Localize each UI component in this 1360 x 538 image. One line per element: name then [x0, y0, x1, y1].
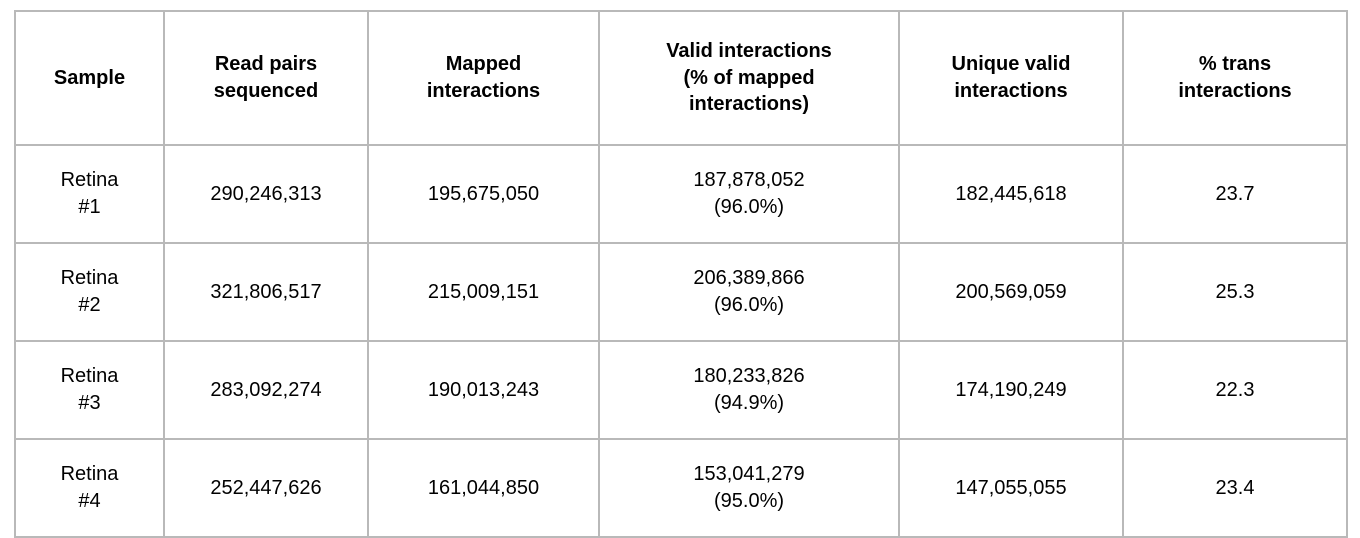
cell-sample: Retina #4 — [14, 438, 165, 538]
cell-pct-trans-interactions: 23.4 — [1122, 438, 1348, 538]
header-cell-sample: Sample — [14, 10, 165, 146]
cell-sample: Retina #3 — [14, 340, 165, 440]
cell-pct-trans-interactions: 22.3 — [1122, 340, 1348, 440]
cell-unique-valid-interactions: 200,569,059 — [898, 242, 1124, 342]
table-row-retina-4: Retina #4 252,447,626 161,044,850 153,04… — [14, 438, 1348, 538]
header-cell-valid-interactions: Valid interactions (% of mapped interact… — [598, 10, 900, 146]
table-header-row: Sample Read pairs sequenced Mapped inter… — [14, 10, 1348, 146]
cell-read-pairs-sequenced: 252,447,626 — [163, 438, 369, 538]
table-row-retina-1: Retina #1 290,246,313 195,675,050 187,87… — [14, 144, 1348, 244]
cell-read-pairs-sequenced: 283,092,274 — [163, 340, 369, 440]
cell-unique-valid-interactions: 147,055,055 — [898, 438, 1124, 538]
header-cell-unique-valid-interactions: Unique valid interactions — [898, 10, 1124, 146]
header-cell-pct-trans-interactions: % trans interactions — [1122, 10, 1348, 146]
cell-valid-interactions: 187,878,052 (96.0%) — [598, 144, 900, 244]
cell-read-pairs-sequenced: 321,806,517 — [163, 242, 369, 342]
table-row-retina-2: Retina #2 321,806,517 215,009,151 206,38… — [14, 242, 1348, 342]
cell-valid-interactions: 206,389,866 (96.0%) — [598, 242, 900, 342]
cell-unique-valid-interactions: 174,190,249 — [898, 340, 1124, 440]
cell-read-pairs-sequenced: 290,246,313 — [163, 144, 369, 244]
cell-pct-trans-interactions: 23.7 — [1122, 144, 1348, 244]
cell-unique-valid-interactions: 182,445,618 — [898, 144, 1124, 244]
header-cell-read-pairs-sequenced: Read pairs sequenced — [163, 10, 369, 146]
cell-pct-trans-interactions: 25.3 — [1122, 242, 1348, 342]
cell-sample: Retina #2 — [14, 242, 165, 342]
cell-valid-interactions: 180,233,826 (94.9%) — [598, 340, 900, 440]
cell-sample: Retina #1 — [14, 144, 165, 244]
table-row-retina-3: Retina #3 283,092,274 190,013,243 180,23… — [14, 340, 1348, 440]
cell-mapped-interactions: 195,675,050 — [367, 144, 600, 244]
cell-valid-interactions: 153,041,279 (95.0%) — [598, 438, 900, 538]
header-cell-mapped-interactions: Mapped interactions — [367, 10, 600, 146]
cell-mapped-interactions: 215,009,151 — [367, 242, 600, 342]
sequencing-stats-table: Sample Read pairs sequenced Mapped inter… — [14, 10, 1348, 538]
cell-mapped-interactions: 190,013,243 — [367, 340, 600, 440]
cell-mapped-interactions: 161,044,850 — [367, 438, 600, 538]
